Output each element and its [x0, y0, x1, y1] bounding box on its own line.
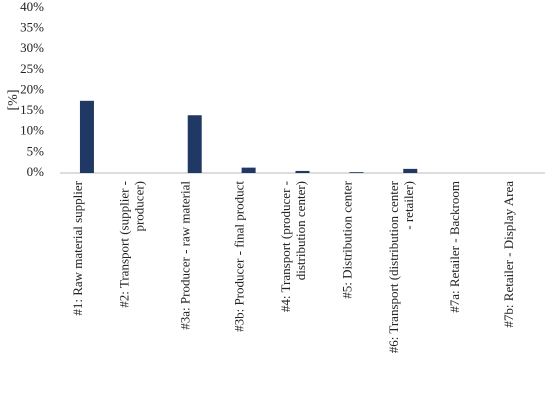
x-tick-label: #3a: Producer - raw material — [178, 181, 193, 330]
y-tick-label: 0% — [27, 164, 45, 179]
x-tick-label: #2: Transport (supplier -producer) — [116, 181, 146, 308]
y-tick-label: 35% — [20, 20, 44, 35]
x-tick-label: #4: Transport (producer -distribution ce… — [278, 181, 308, 312]
y-tick-label: 10% — [20, 123, 44, 138]
x-tick-label: #7b: Retailer - Display Area — [501, 181, 516, 328]
x-tick-label: #3b: Producer - final product — [232, 181, 247, 332]
bar — [241, 167, 256, 173]
y-tick-label: 25% — [20, 61, 44, 76]
x-tick-label: #6: Transport (distribution center- reta… — [386, 180, 416, 353]
x-tick-label: #5: Distribution center — [339, 180, 354, 298]
bar — [79, 100, 94, 173]
y-tick-label: 40% — [20, 0, 44, 14]
bar — [295, 170, 310, 173]
y-tick-label: 5% — [27, 143, 45, 158]
y-axis-label: [%] — [6, 90, 21, 111]
bar — [403, 168, 418, 173]
x-tick-label: #1: Raw material supplier — [70, 180, 85, 315]
y-tick-label: 20% — [20, 81, 44, 96]
x-tick-label: #7a: Retailer - Backroom — [447, 181, 462, 313]
bar — [187, 115, 202, 173]
bar — [349, 172, 364, 173]
y-tick-label: 15% — [20, 102, 44, 117]
y-tick-label: 30% — [20, 40, 44, 55]
